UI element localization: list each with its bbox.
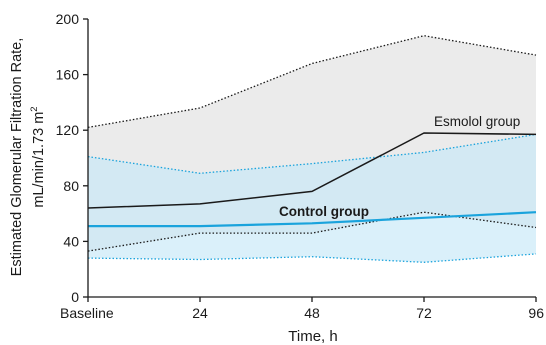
y-tick-label-200: 200 (56, 11, 80, 27)
x-ticks: Baseline 24 48 72 96 (60, 297, 544, 321)
mean-line-0 (87, 132, 537, 209)
y-tick-label-120: 120 (56, 122, 80, 138)
x-axis-title: Time, h (288, 328, 337, 345)
y-tick-label-40: 40 (63, 233, 79, 249)
series-label-esmolol: Esmolol group (434, 114, 520, 129)
ci-lower-line-1 (87, 253, 537, 263)
y-ticks: 0 40 80 120 160 200 (56, 11, 88, 305)
x-tick-label-1: 24 (192, 305, 208, 321)
confidence-bands (88, 35, 536, 263)
series-lines (87, 35, 537, 263)
mean-line-1 (88, 211, 537, 228)
y-axis-unit: mL/min/1.73 m (31, 112, 47, 208)
y-tick-label-80: 80 (63, 178, 79, 194)
ci-lower-line-0 (87, 211, 537, 252)
y-axis-title: Estimated Glomerular Filtration Rate, mL… (9, 38, 47, 277)
x-tick-label-3: 72 (416, 305, 432, 321)
x-tick-label-4: 96 (528, 305, 544, 321)
y-tick-label-0: 0 (71, 289, 79, 305)
series-label-control: Control group (279, 204, 369, 219)
ci-band-1 (88, 134, 536, 263)
y-axis-title-line2: mL/min/1.73 m2 (29, 106, 47, 207)
y-axis-unit-exponent: 2 (29, 106, 40, 111)
series-labels: Esmolol group Control group (279, 114, 520, 219)
x-tick-label-2: 48 (304, 305, 320, 321)
x-tick-label-0: Baseline (60, 305, 114, 321)
y-tick-label-160: 160 (56, 67, 80, 83)
y-axis-title-line1: Estimated Glomerular Filtration Rate, (9, 38, 25, 277)
